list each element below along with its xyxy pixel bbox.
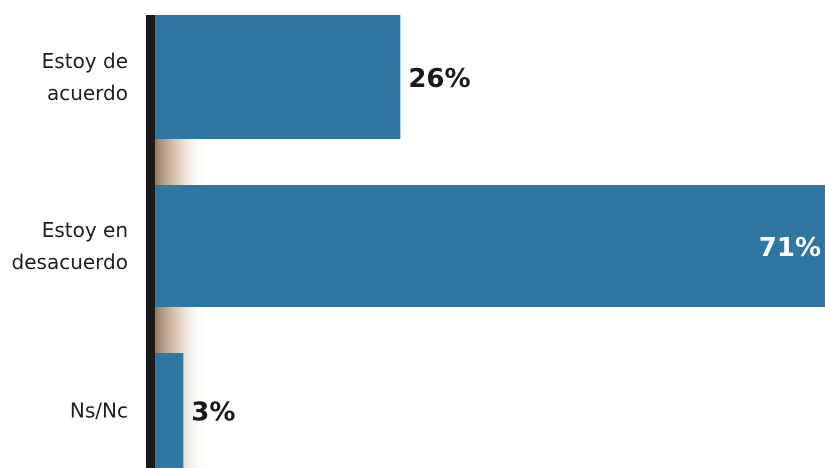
category-label-line: Estoy en [42, 218, 128, 242]
value-label-3: 3% [191, 398, 235, 428]
category-label-line: Estoy de [42, 49, 128, 73]
category-label-line: acuerdo [47, 81, 128, 105]
category-label-line: Ns/Nc [70, 399, 128, 423]
category-label-3: Ns/Nc [70, 399, 128, 423]
category-label-line: desacuerdo [12, 250, 128, 274]
axis-shadow-1 [155, 139, 207, 185]
value-label-1: 26% [408, 64, 470, 94]
category-label-1: Estoy de acuerdo [42, 49, 128, 105]
axis-shadow-2 [155, 307, 207, 353]
labels-group: Estoy de acuerdo 26% Estoy en desacuerdo 71% N… [12, 49, 821, 428]
y-axis-line [146, 15, 155, 468]
bars-group [155, 15, 825, 468]
bar-3 [155, 353, 184, 468]
bar-2 [155, 185, 825, 307]
category-label-2: Estoy en desacuerdo [12, 218, 128, 274]
value-label-2: 71% [759, 233, 821, 263]
bar-1 [155, 15, 401, 139]
